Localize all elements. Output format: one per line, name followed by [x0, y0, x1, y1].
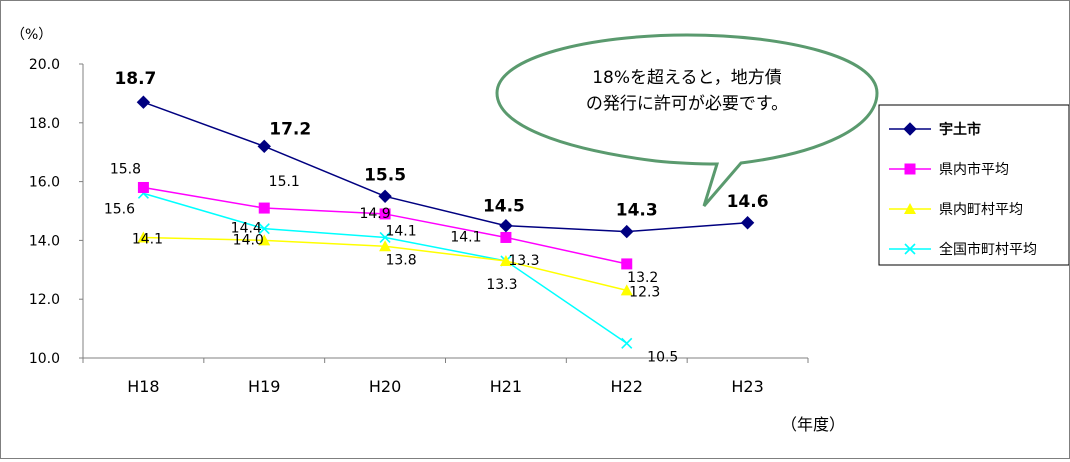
legend-marker-2: [904, 203, 916, 214]
x-tick-label: H20: [369, 377, 401, 396]
series-1-point: [621, 258, 633, 270]
series-3-point: [621, 337, 633, 349]
series-line-0: [143, 101, 748, 233]
data-label: 14.6: [727, 192, 769, 212]
y-tick-label: 18.0: [29, 116, 60, 132]
callout-bubble: [495, 33, 879, 207]
series-3-point: [258, 223, 270, 235]
data-label: 15.5: [364, 165, 406, 185]
data-label: 14.0: [233, 232, 264, 248]
y-tick-label: 10.0: [29, 351, 60, 367]
data-label: 10.5: [647, 349, 678, 365]
data-label: 14.1: [450, 229, 481, 245]
series-2-point: [258, 234, 271, 246]
x-tick-label: H22: [611, 377, 643, 396]
series-1-point: [258, 202, 270, 214]
data-label: 13.3: [508, 253, 539, 269]
x-tick-label: H23: [731, 377, 763, 396]
data-label: 14.3: [616, 201, 658, 221]
legend-marker-3: [904, 243, 916, 255]
series-1-point: [379, 208, 391, 220]
legend-entry-3: 全国市町村平均: [939, 241, 1037, 258]
legend-entry-0: 宇土市: [939, 121, 981, 138]
y-ticks: 20.0 18.0 16.0 14.0 12.0 10.0: [29, 57, 83, 367]
data-labels: 18.717.215.514.5 14.3 14.615.815.114.914.1…: [104, 69, 769, 365]
series-2-point: [379, 240, 392, 252]
series-2-point: [499, 254, 512, 266]
x-tick-label: H19: [248, 377, 280, 396]
data-label: 14.4: [231, 221, 262, 237]
data-label: 13.8: [385, 252, 416, 268]
data-label: 14.9: [359, 206, 390, 222]
series-3-point: [379, 231, 391, 244]
data-label: 13.2: [627, 270, 658, 286]
legend-marker-1: [904, 163, 916, 175]
data-label: 17.2: [269, 119, 311, 139]
series-0-point: [740, 216, 755, 230]
data-label: 13.3: [486, 277, 517, 293]
series-2-point: [137, 231, 150, 243]
data-label: 18.7: [114, 69, 156, 89]
series-0-point: [257, 139, 271, 154]
series-0-point: [620, 224, 634, 239]
series-0-point: [136, 95, 151, 109]
y-tick-label: 12.0: [29, 292, 60, 308]
data-label: 15.6: [104, 201, 135, 217]
legend-marker-0: [903, 122, 917, 136]
data-label: 14.5: [483, 197, 525, 217]
data-label: 15.1: [269, 174, 300, 190]
callout-text-line-2: の発行に許可が必要です。: [586, 94, 788, 114]
data-label: 14.1: [132, 231, 163, 247]
series-1-point: [500, 231, 512, 243]
series-0-point: [378, 189, 392, 204]
series-2-point: [620, 284, 633, 296]
data-label: 12.3: [629, 284, 660, 300]
y-axis-unit-label: （%）: [11, 27, 52, 43]
series-1-point: [137, 181, 149, 193]
speech-bubble: 18%を超えると，地方債 の発行に許可が必要です。: [495, 33, 879, 207]
legend-entry-2: 県内町村平均: [939, 202, 1023, 218]
x-tick-label: H18: [127, 377, 159, 396]
x-ticks: H18 H19 H20 H21 H22 H23: [82, 358, 809, 396]
x-tick-label: H21: [490, 377, 522, 396]
series-0-point: [499, 218, 513, 233]
y-tick-label: 14.0: [29, 233, 60, 249]
callout-text-line-1: 18%を超えると，地方債: [592, 68, 782, 88]
data-label: 14.1: [385, 223, 416, 239]
y-tick-label: 20.0: [29, 57, 60, 73]
series: [136, 95, 755, 349]
y-tick-label: 16.0: [29, 175, 60, 191]
legend-entry-1: 県内市平均: [939, 161, 1009, 178]
x-axis-unit-label: （年度）: [781, 415, 845, 434]
data-label: 15.8: [110, 161, 141, 177]
